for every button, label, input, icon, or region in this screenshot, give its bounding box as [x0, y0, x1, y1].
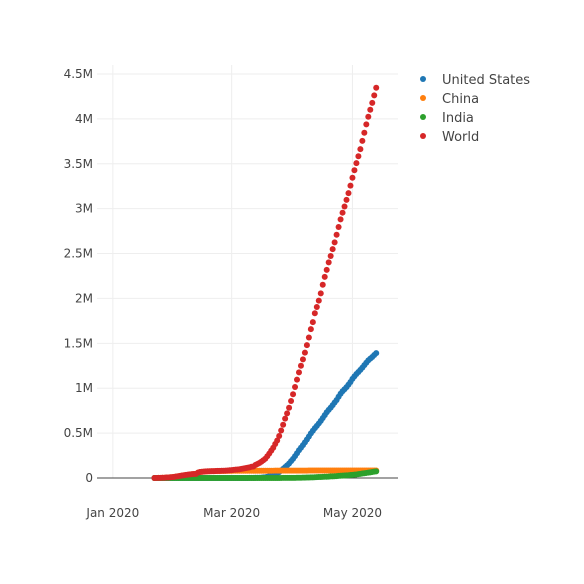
data-point	[319, 281, 326, 288]
legend[interactable]: United States China India World	[420, 73, 530, 145]
data-point	[299, 356, 306, 363]
data-point	[373, 84, 380, 91]
y-tick-label: 4.5M	[64, 67, 93, 81]
gridlines	[97, 65, 398, 478]
data-point	[351, 167, 358, 174]
data-point	[359, 137, 366, 144]
data-point	[313, 303, 320, 310]
data-point	[278, 427, 285, 434]
y-tick-label: 2.5M	[64, 247, 93, 261]
legend-marker	[420, 114, 426, 120]
data-point	[307, 326, 314, 333]
data-point	[317, 290, 324, 297]
data-point	[305, 334, 312, 341]
legend-label: World	[442, 130, 479, 145]
data-point	[294, 376, 301, 383]
legend-label: China	[442, 92, 479, 107]
x-tick-label: Jan 2020	[85, 506, 139, 520]
data-point	[295, 369, 302, 376]
y-tick-label: 0	[85, 471, 93, 485]
y-axis-ticks: 0 0.5M 1M 1.5M 2M 2.5M 3M 3.5M 4M 4.5M	[64, 67, 93, 485]
data-point	[349, 174, 356, 181]
data-point	[373, 350, 380, 357]
data-point	[345, 190, 352, 197]
data-point	[365, 113, 372, 120]
legend-marker	[420, 95, 426, 101]
data-point	[284, 410, 291, 417]
data-point	[282, 415, 289, 422]
data-point	[329, 246, 336, 253]
legend-label: United States	[442, 73, 530, 88]
y-tick-label: 3M	[75, 202, 93, 216]
data-point	[361, 129, 368, 136]
data-point	[327, 253, 334, 260]
data-point	[288, 398, 295, 405]
data-point	[343, 196, 350, 203]
legend-marker	[420, 76, 426, 82]
data-point	[353, 160, 360, 167]
data-point	[373, 468, 380, 475]
legend-item[interactable]: United States	[420, 73, 530, 88]
legend-item[interactable]: World	[420, 130, 479, 145]
data-point	[290, 391, 297, 398]
data-point	[367, 106, 374, 113]
x-axis-ticks: Jan 2020 Mar 2020 May 2020	[85, 506, 382, 520]
data-point	[286, 404, 293, 411]
x-tick-label: Mar 2020	[203, 506, 260, 520]
y-tick-label: 1.5M	[64, 336, 93, 350]
data-point	[303, 342, 310, 349]
series-layer	[151, 84, 380, 481]
data-point	[335, 223, 342, 230]
data-point	[325, 259, 332, 266]
data-point	[315, 297, 322, 304]
data-point	[333, 231, 340, 238]
data-point	[323, 266, 330, 273]
data-point	[321, 273, 328, 280]
data-point	[369, 99, 376, 106]
y-tick-label: 4M	[75, 112, 93, 126]
data-point	[292, 384, 299, 391]
y-tick-label: 0.5M	[64, 426, 93, 440]
x-tick-label: May 2020	[323, 506, 382, 520]
legend-marker	[420, 133, 426, 139]
data-point	[357, 146, 364, 153]
data-point	[297, 362, 304, 369]
data-point	[276, 433, 283, 440]
data-point	[331, 239, 338, 246]
data-point	[311, 310, 318, 317]
y-tick-label: 3.5M	[64, 157, 93, 171]
data-point	[371, 92, 378, 99]
data-point	[309, 319, 316, 326]
data-point	[341, 203, 348, 210]
legend-item[interactable]: India	[420, 111, 474, 126]
data-point	[301, 349, 308, 356]
series-world	[151, 84, 380, 481]
y-tick-label: 1M	[75, 381, 93, 395]
y-tick-label: 2M	[75, 291, 93, 305]
data-point	[347, 182, 354, 189]
data-point	[280, 421, 287, 428]
data-point	[355, 153, 362, 160]
data-point	[339, 209, 346, 216]
data-point	[363, 121, 370, 128]
data-point	[337, 216, 344, 223]
legend-label: India	[442, 111, 474, 126]
legend-item[interactable]: China	[420, 92, 479, 107]
